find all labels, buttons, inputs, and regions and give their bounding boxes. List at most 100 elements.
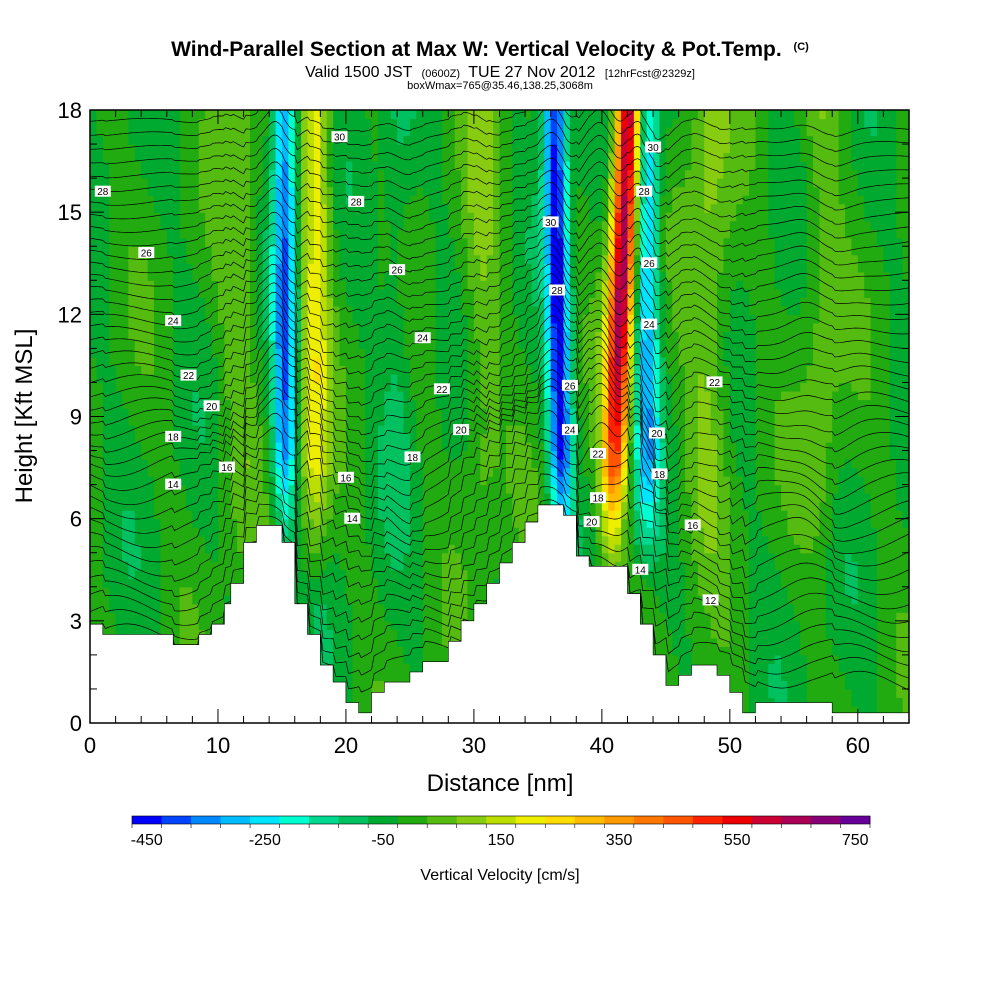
velocity-cell <box>345 169 353 179</box>
velocity-cell <box>365 450 373 460</box>
velocity-cell <box>230 263 238 273</box>
velocity-cell <box>525 135 533 145</box>
velocity-cell <box>192 348 200 358</box>
velocity-cell <box>121 280 129 290</box>
velocity-cell <box>454 348 462 358</box>
velocity-cell <box>339 425 347 435</box>
velocity-cell <box>301 322 309 332</box>
velocity-cell <box>179 416 187 426</box>
subtitle-date: TUE 27 Nov 2012 <box>468 64 595 81</box>
velocity-cell <box>102 110 110 120</box>
velocity-cell <box>269 135 277 145</box>
velocity-cell <box>435 203 443 213</box>
velocity-cell <box>134 161 142 171</box>
velocity-cell <box>320 467 328 477</box>
velocity-cell <box>390 178 398 188</box>
velocity-cell <box>262 416 270 426</box>
velocity-cell <box>422 535 430 545</box>
velocity-cell <box>435 416 443 426</box>
velocity-cell <box>237 518 245 528</box>
velocity-cell <box>352 629 360 639</box>
velocity-cell <box>403 348 411 358</box>
velocity-cell <box>467 280 475 290</box>
velocity-cell <box>166 390 174 401</box>
velocity-cell <box>243 450 251 460</box>
velocity-cell <box>301 356 309 367</box>
velocity-cell <box>237 510 245 520</box>
velocity-cell <box>486 416 494 426</box>
velocity-cell <box>422 407 430 418</box>
velocity-cell <box>90 203 97 213</box>
velocity-cell <box>486 127 494 137</box>
velocity-cell <box>307 476 315 486</box>
velocity-cell <box>109 416 117 426</box>
velocity-cell <box>358 552 366 562</box>
velocity-cell <box>416 407 424 418</box>
velocity-cell <box>435 484 443 494</box>
velocity-cell <box>115 390 123 401</box>
velocity-cell <box>301 390 309 401</box>
velocity-cell <box>166 186 174 196</box>
velocity-cell <box>141 135 149 145</box>
velocity-cell <box>128 263 136 273</box>
velocity-cell <box>141 561 149 571</box>
velocity-cell <box>365 493 373 503</box>
velocity-cell <box>160 178 168 188</box>
velocity-cell <box>160 518 168 528</box>
velocity-cell <box>345 442 353 452</box>
velocity-cell <box>313 510 321 520</box>
velocity-cell <box>525 229 533 239</box>
velocity-cell <box>173 161 181 171</box>
velocity-cell <box>384 416 392 426</box>
velocity-cell <box>179 612 187 622</box>
velocity-cell <box>333 501 341 511</box>
velocity-cell <box>179 569 187 579</box>
velocity-cell <box>237 399 245 409</box>
velocity-cell <box>397 271 405 281</box>
velocity-cell <box>493 407 501 418</box>
velocity-cell <box>198 467 206 477</box>
velocity-cell <box>115 595 123 605</box>
velocity-cell <box>339 212 347 222</box>
velocity-cell <box>390 433 398 443</box>
velocity-cell <box>384 407 392 418</box>
velocity-cell <box>435 459 443 469</box>
velocity-cell <box>403 280 411 290</box>
velocity-cell <box>454 510 462 520</box>
velocity-cell <box>249 501 257 511</box>
velocity-cell <box>134 203 142 213</box>
velocity-cell <box>141 544 149 554</box>
velocity-cell <box>269 127 277 137</box>
velocity-cell <box>198 373 206 384</box>
velocity-cell <box>429 229 437 239</box>
velocity-cell <box>269 203 277 213</box>
velocity-cell <box>134 586 142 596</box>
velocity-cell <box>313 493 321 503</box>
velocity-cell <box>243 390 251 401</box>
velocity-cell <box>249 433 257 443</box>
velocity-cell <box>115 263 123 273</box>
velocity-cell <box>102 484 110 494</box>
velocity-cell <box>512 425 520 435</box>
velocity-cell <box>505 450 513 460</box>
velocity-cell <box>454 399 462 409</box>
velocity-cell <box>409 229 417 239</box>
velocity-cell <box>416 229 424 239</box>
velocity-cell <box>416 612 424 622</box>
velocity-cell <box>294 399 302 409</box>
velocity-cell <box>486 229 494 239</box>
velocity-cell <box>224 373 232 384</box>
velocity-cell <box>345 671 353 682</box>
velocity-cell <box>429 493 437 503</box>
velocity-cell <box>134 135 142 145</box>
velocity-cell <box>90 416 97 426</box>
velocity-cell <box>288 518 296 528</box>
velocity-cell <box>90 527 97 537</box>
velocity-cell <box>486 348 494 358</box>
velocity-cell <box>237 552 245 562</box>
velocity-cell <box>256 195 264 205</box>
velocity-cell <box>422 442 430 452</box>
velocity-cell <box>275 510 283 520</box>
velocity-cell <box>249 373 257 384</box>
velocity-cell <box>262 476 270 486</box>
